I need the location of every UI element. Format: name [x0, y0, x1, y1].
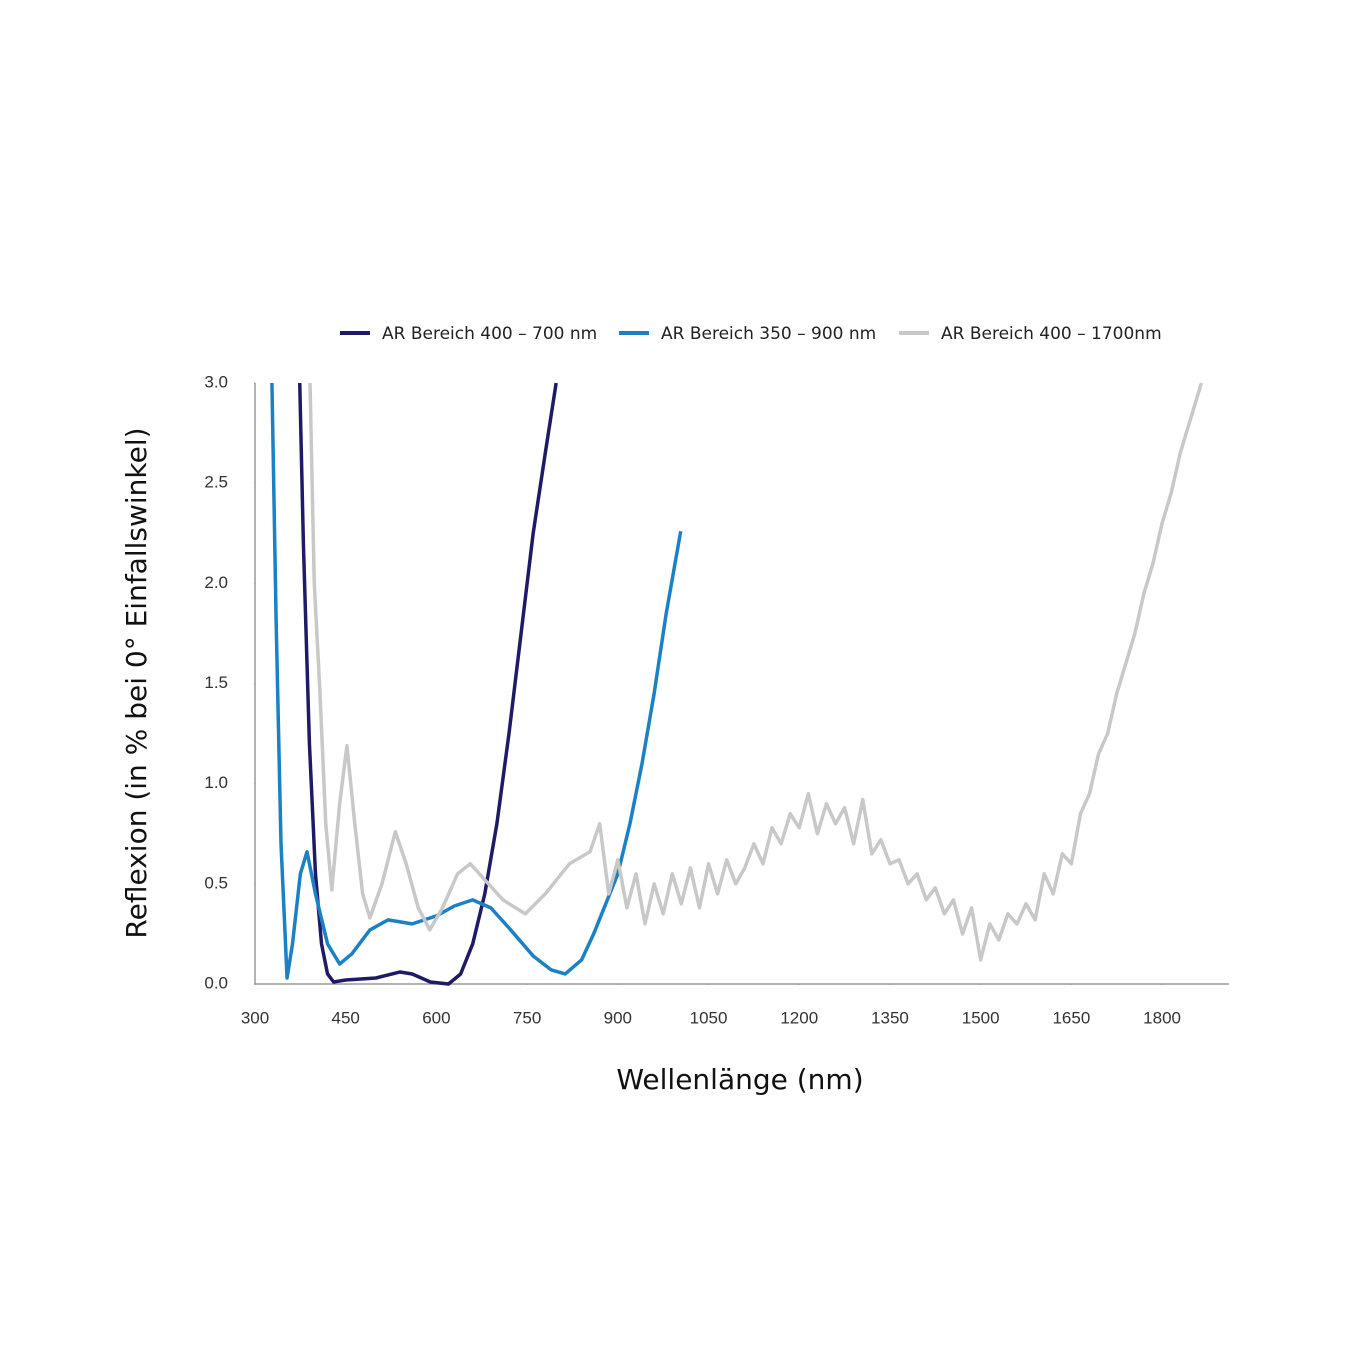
legend-label: AR Bereich 350 – 900 nm [661, 324, 876, 344]
x-tick-label: 600 [422, 1008, 450, 1027]
x-tick-label: 1050 [690, 1008, 728, 1027]
x-tick-label: 900 [604, 1008, 632, 1027]
x-axis-title: Wellenlänge (nm) [616, 1063, 863, 1096]
x-tick-label: 750 [513, 1008, 541, 1027]
x-tick-label: 1500 [962, 1008, 1000, 1027]
x-tick-label: 300 [241, 1008, 269, 1027]
y-tick-label: 0.5 [204, 873, 228, 892]
y-tick-label: 2.0 [204, 573, 228, 592]
x-tick-label: 1650 [1052, 1008, 1090, 1027]
y-axis-title: Reflexion (in % bei 0° Einfallswinkel) [120, 427, 153, 938]
x-tick-label: 450 [332, 1008, 360, 1027]
plot-area [270, 382, 1204, 986]
legend-label: AR Bereich 400 – 700 nm [382, 324, 597, 344]
y-tick-label: 1.0 [204, 773, 228, 792]
x-tick-label: 1200 [780, 1008, 818, 1027]
series-line [298, 382, 558, 986]
series-line [308, 382, 1204, 962]
legend: AR Bereich 400 – 700 nm AR Bereich 350 – … [340, 324, 1162, 344]
x-tick-label: 1800 [1143, 1008, 1181, 1027]
y-tick-label: 3.0 [204, 372, 228, 391]
y-tick-label: 1.5 [204, 673, 228, 692]
x-tick-label: 1350 [871, 1008, 909, 1027]
series-line [270, 382, 683, 980]
y-tick-label: 2.5 [204, 473, 228, 492]
legend-label: AR Bereich 400 – 1700nm [941, 324, 1162, 344]
y-tick-label: 0.0 [204, 973, 228, 992]
